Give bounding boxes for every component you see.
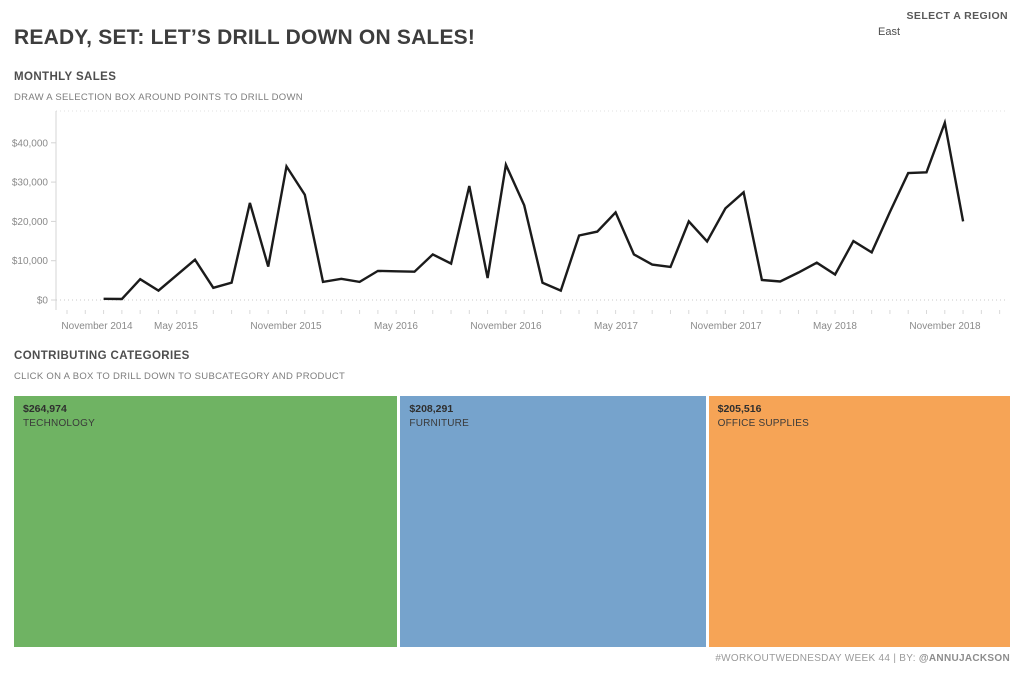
y-tick-label: $20,000 (12, 217, 49, 228)
x-tick-label: November 2018 (909, 321, 981, 332)
sales-line-series (103, 118, 965, 301)
y-tick-label: $0 (37, 296, 49, 307)
x-tick-label: May 2018 (813, 321, 857, 332)
category-sales-value: $205,516 (717, 403, 762, 415)
x-tick-label: November 2016 (470, 321, 542, 332)
region-selector-label: SELECT A REGION (906, 10, 1008, 22)
x-tick-label: November 2014 (61, 321, 133, 332)
category-name-label: FURNITURE (409, 418, 469, 429)
monthly-sales-title: MONTHLY SALES (14, 71, 117, 83)
footer-credit: #WORKOUTWEDNESDAY WEEK 44 | BY: @ANNUJAC… (715, 653, 1010, 664)
contributing-categories-title: CONTRIBUTING CATEGORIES (14, 350, 190, 362)
region-selector-value[interactable]: East (878, 26, 901, 38)
monthly-sales-caption: DRAW A SELECTION BOX AROUND POINTS TO DR… (14, 92, 303, 103)
page-title: READY, SET: LET’S DRILL DOWN ON SALES! (14, 26, 476, 49)
monthly-sales-line-chart: $0 $10,000 $20,000 $30,000 $40,000 November 2… (12, 110, 1008, 332)
category-box-furniture[interactable]: $208,291 FURNITURE (400, 396, 706, 647)
x-tick-label: November 2017 (690, 321, 762, 332)
category-sales-value: $264,974 (23, 403, 67, 415)
footer-author: @ANNUJACKSON (918, 653, 1010, 664)
contributing-categories-caption: CLICK ON A BOX TO DRILL DOWN TO SUBCATEG… (14, 371, 346, 382)
footer-credit-text: #WORKOUTWEDNESDAY WEEK 44 | BY: (715, 653, 919, 664)
y-tick-label: $10,000 (12, 256, 49, 267)
category-box-office-supplies[interactable]: $205,516 OFFICE SUPPLIES (708, 396, 1010, 647)
y-tick-label: $30,000 (12, 178, 49, 189)
x-tick-label: November 2015 (250, 321, 322, 332)
category-name-label: TECHNOLOGY (23, 418, 96, 429)
category-name-label: OFFICE SUPPLIES (717, 418, 809, 429)
x-tick-label: May 2015 (154, 321, 198, 332)
category-treemap: $264,974 TECHNOLOGY $208,291 FURNITURE $205,… (14, 396, 1010, 647)
category-sales-value: $208,291 (409, 403, 454, 415)
category-box-technology[interactable]: $264,974 TECHNOLOGY (14, 396, 398, 647)
monthly-sales-plot-selection-area[interactable] (56, 111, 1008, 310)
y-tick-label: $40,000 (12, 138, 49, 149)
x-tick-label: May 2016 (374, 321, 418, 332)
x-tick-label: May 2017 (594, 321, 638, 332)
